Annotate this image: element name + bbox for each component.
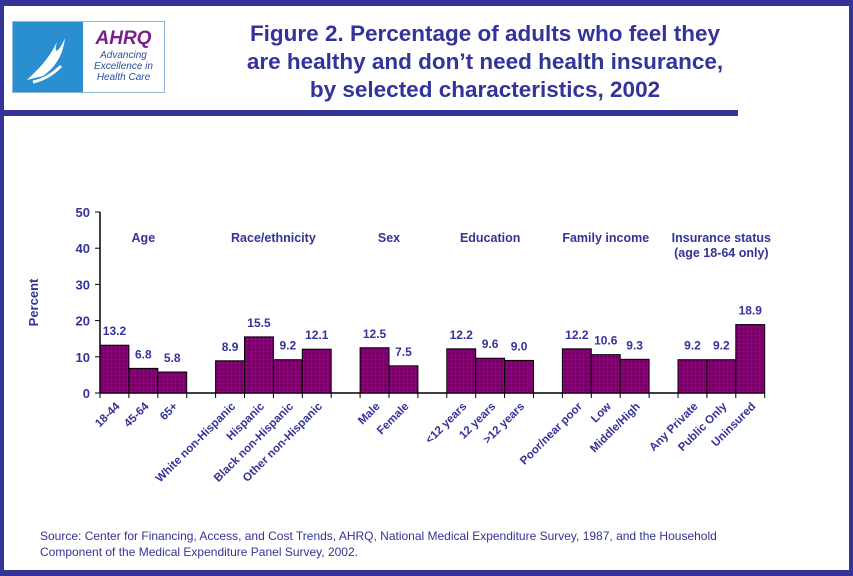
bar xyxy=(128,367,159,394)
data-label: 7.5 xyxy=(395,345,412,359)
bar xyxy=(215,360,246,394)
hhs-eagle-seal xyxy=(13,22,83,92)
bar xyxy=(359,347,390,394)
group-label: Family income xyxy=(562,231,649,245)
data-label: 10.6 xyxy=(594,334,618,348)
y-tick-label: 40 xyxy=(76,241,90,256)
bar xyxy=(677,359,708,394)
ahrq-wordmark: AHRQ xyxy=(95,28,152,49)
group-label: Age xyxy=(132,231,156,245)
data-label: 9.2 xyxy=(713,339,730,353)
source-note: Source: Center for Financing, Access, an… xyxy=(40,528,820,560)
bar xyxy=(504,359,535,394)
ahrq-tagline-3: Health Care xyxy=(96,72,151,83)
bar xyxy=(157,371,188,394)
title-divider xyxy=(0,110,738,116)
data-label: 9.3 xyxy=(626,338,643,352)
title-line-2: are healthy and don’t need health insura… xyxy=(246,49,724,74)
data-label: 6.8 xyxy=(135,347,152,361)
x-tick-label: 45-64 xyxy=(122,400,152,430)
bar xyxy=(475,357,506,394)
x-tick-label: Male xyxy=(356,401,383,428)
ahrq-logo: AHRQ Advancing Excellence in Health Care xyxy=(12,21,165,93)
y-tick-label: 30 xyxy=(76,277,90,292)
data-label: 12.2 xyxy=(450,328,474,342)
group-label: (age 18-64 only) xyxy=(674,246,768,260)
ahrq-tagline-2: Excellence in xyxy=(94,61,153,72)
data-label: 12.2 xyxy=(565,328,589,342)
data-label: 5.8 xyxy=(164,351,181,365)
source-line-1: Source: Center for Financing, Access, an… xyxy=(40,529,717,543)
y-axis-title: Percent xyxy=(26,278,41,326)
y-tick-label: 0 xyxy=(83,386,90,401)
y-tick-label: 10 xyxy=(76,350,90,365)
title-line-1: Figure 2. Percentage of adults who feel … xyxy=(249,21,721,46)
bar xyxy=(706,359,737,394)
x-tick-label: 18-44 xyxy=(93,400,123,430)
bar xyxy=(272,359,303,394)
data-label: 9.2 xyxy=(280,339,297,353)
x-tick-label: Low xyxy=(589,401,614,426)
x-tick-label: Poor/near poor xyxy=(518,400,585,467)
bar xyxy=(301,348,332,394)
y-tick-label: 20 xyxy=(76,314,90,329)
group-label: Race/ethnicity xyxy=(231,231,316,245)
bar xyxy=(388,365,419,394)
ahrq-tagline-1: Advancing xyxy=(100,50,147,61)
x-tick-label: 65+ xyxy=(158,400,180,422)
bar xyxy=(99,344,130,394)
x-tick-label: Female xyxy=(375,401,412,438)
group-label: Education xyxy=(460,231,520,245)
group-label: Insurance status xyxy=(672,231,771,245)
bar xyxy=(244,336,274,394)
data-label: 12.1 xyxy=(305,328,329,342)
data-label: 9.6 xyxy=(482,337,499,351)
data-label: 9.2 xyxy=(684,339,701,353)
group-label: Sex xyxy=(378,231,400,245)
bar xyxy=(446,348,477,394)
bar xyxy=(561,348,592,394)
data-label: 12.5 xyxy=(363,327,387,341)
y-tick-label: 50 xyxy=(76,205,90,220)
data-label: 15.5 xyxy=(247,316,271,330)
bar xyxy=(735,324,766,394)
data-label: 8.9 xyxy=(222,340,239,354)
bar xyxy=(619,358,650,394)
source-line-2: Component of the Medical Expenditure Pan… xyxy=(40,545,358,559)
data-label: 9.0 xyxy=(511,339,528,353)
data-label: 13.2 xyxy=(103,324,127,338)
chart-title: Figure 2. Percentage of adults who feel … xyxy=(215,20,755,104)
title-line-3: by selected characteristics, 2002 xyxy=(309,77,661,102)
data-label: 18.9 xyxy=(739,304,763,318)
bar xyxy=(590,354,621,394)
